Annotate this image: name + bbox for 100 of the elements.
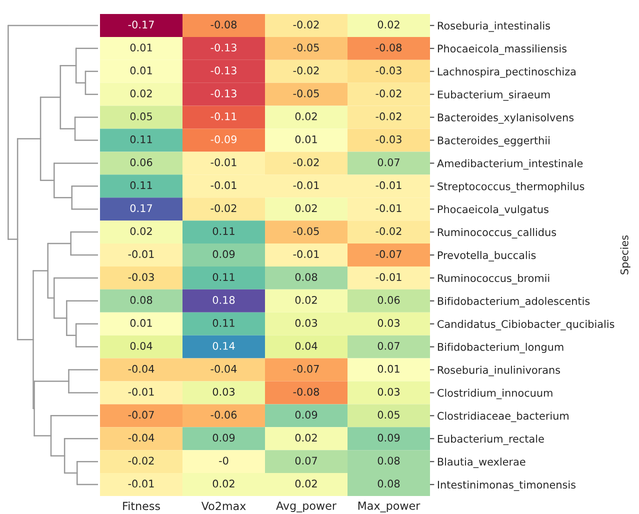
data-label: 0.02	[378, 20, 400, 28]
data-label: -0.01	[128, 250, 154, 258]
data-label: 0.11	[212, 273, 234, 281]
data-label: -0.17	[128, 20, 154, 28]
y-tick-label: Ruminococcus_bromii	[438, 274, 550, 284]
data-label: -0	[219, 456, 228, 465]
data-label: 0.03	[378, 388, 400, 396]
y-tick-label: Phocaeicola_vulgatus	[438, 205, 548, 216]
data-label: -0.05	[293, 227, 319, 236]
data-label: 0.02	[295, 296, 317, 304]
data-label: 0.06	[130, 158, 152, 166]
data-label: 0.06	[378, 296, 400, 304]
data-label: -0.07	[376, 250, 402, 258]
data-label: 0.05	[130, 112, 152, 120]
data-label: 0.04	[295, 342, 318, 350]
y-tick-label: Bacteroides_eggerthii	[438, 136, 550, 147]
data-label: -0.13	[210, 66, 236, 74]
data-label: 0.09	[212, 250, 235, 258]
y-tick-label: Roseburia_inulinivorans	[438, 366, 560, 376]
data-label: 0.03	[212, 388, 235, 396]
data-label: -0.01	[376, 204, 402, 212]
y-tick-label: Candidatus_Cibiobacter_qucibialis	[438, 320, 614, 330]
data-label: 0.11	[130, 181, 152, 190]
data-label: -0.09	[210, 135, 236, 144]
data-label: 0.02	[130, 227, 152, 236]
data-label: -0.02	[293, 158, 319, 166]
data-label: 0.07	[378, 342, 400, 350]
y-tick-label: Blautia_wexlerae	[438, 458, 526, 468]
y-tick-label: Eubacterium_rectale	[438, 434, 544, 446]
data-label: -0.05	[293, 44, 319, 52]
x-tick-label: Avg_power	[276, 502, 336, 512]
y-tick-label: Bifidobacterium_longum	[438, 342, 564, 354]
data-label: 0.01	[378, 364, 400, 373]
data-label: 0.07	[295, 456, 317, 465]
data-label: -0.04	[128, 434, 154, 442]
data-label: 0.11	[130, 135, 152, 144]
data-label: -0.03	[128, 273, 154, 281]
y-axis-title: Species	[620, 235, 630, 274]
data-label: 0.01	[295, 135, 317, 144]
data-label: -0.06	[210, 410, 237, 419]
data-label: -0.02	[210, 204, 236, 212]
data-label: -0.07	[128, 410, 154, 419]
y-tick-label: Lachnospira_pectinoschiza	[438, 67, 576, 78]
data-label: 0.09	[212, 434, 235, 442]
data-label: 0.07	[378, 158, 400, 166]
data-label: 0.02	[295, 112, 317, 120]
data-label: 0.01	[130, 66, 152, 74]
y-tick-label: Streptococcus_thermophilus	[438, 182, 584, 193]
data-label: -0.04	[210, 364, 237, 373]
data-label: 0.17	[130, 204, 152, 212]
y-tick-label: Bacteroides_xylanisolvens	[438, 113, 574, 124]
data-label: -0.01	[376, 273, 402, 281]
data-label: -0.02	[128, 456, 154, 465]
y-tick-label: Bifidobacterium_adolescentis	[438, 296, 590, 308]
data-label: -0.08	[210, 20, 237, 28]
data-label: -0.01	[128, 480, 154, 488]
data-label: 0.02	[295, 204, 317, 212]
data-label: -0.02	[293, 20, 319, 28]
data-label: 0.14	[212, 342, 235, 350]
data-label: 0.11	[212, 319, 234, 327]
data-label: 0.18	[212, 296, 235, 304]
data-label: -0.01	[210, 158, 236, 166]
data-label: -0.11	[210, 112, 236, 120]
y-tick-label: Clostridium_innocuum	[438, 388, 552, 400]
data-label: -0.02	[376, 227, 402, 236]
data-label: -0.13	[210, 44, 236, 52]
data-label: 0.02	[212, 480, 234, 488]
data-label: 0.04	[130, 342, 152, 350]
data-label: -0.01	[293, 181, 319, 190]
y-tick-label: Eubacterium_siraeum	[438, 90, 550, 101]
data-label: -0.01	[293, 250, 319, 258]
data-label: -0.02	[376, 112, 402, 120]
data-label: 0.08	[378, 456, 400, 465]
x-tick-label: Fitness	[123, 502, 160, 510]
data-label: -0.03	[376, 66, 402, 74]
data-label: 0.02	[295, 434, 317, 442]
data-label: -0.02	[376, 89, 402, 98]
y-tick-label: Phocaeicola_massiliensis	[438, 44, 567, 55]
x-tick-label: Max_power	[358, 502, 420, 512]
data-label: 0.05	[378, 410, 400, 419]
data-label: -0.13	[210, 89, 236, 98]
data-label: -0.02	[293, 66, 319, 74]
data-label: -0.01	[376, 181, 402, 190]
x-tick-label: Vo2max	[201, 502, 246, 510]
data-label: 0.08	[295, 273, 318, 281]
data-label: -0.07	[293, 364, 319, 373]
data-label: 0.09	[295, 410, 318, 419]
data-label: 0.08	[378, 480, 400, 488]
y-tick-label: Ruminococcus_callidus	[438, 228, 556, 238]
data-label: -0.03	[376, 135, 402, 144]
y-tick-label: Roseburia_intestinalis	[438, 22, 550, 32]
data-label: 0.11	[212, 227, 234, 236]
data-label: -0.05	[293, 89, 319, 98]
data-label: 0.02	[295, 480, 317, 488]
data-label: 0.02	[130, 89, 152, 98]
data-label: -0.01	[210, 181, 236, 190]
data-label: -0.08	[293, 388, 320, 396]
y-tick-label: Intestinimonas_timonensis	[438, 480, 576, 491]
data-label: -0.04	[128, 364, 154, 373]
data-label: 0.08	[130, 296, 152, 304]
